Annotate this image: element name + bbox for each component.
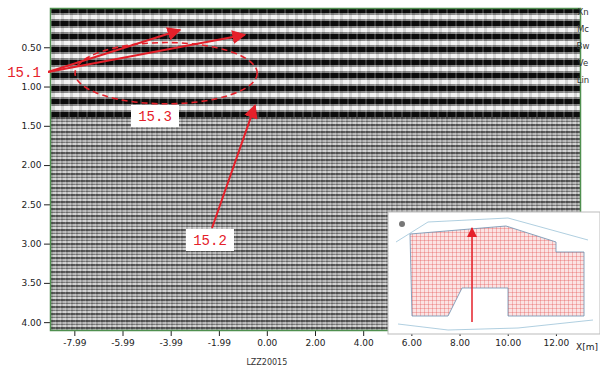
svg-text:2.50: 2.50 [21,200,41,210]
svg-text:-3.99: -3.99 [160,338,184,348]
svg-text:1.00: 1.00 [21,82,41,92]
svg-text:-1.99: -1.99 [208,338,232,348]
svg-text:10.00: 10.00 [495,338,521,348]
svg-text:2.00: 2.00 [305,338,325,348]
svg-text:6.00: 6.00 [402,338,422,348]
svg-text:Lin: Lin [577,75,589,85]
svg-text:0.00: 0.00 [257,338,277,348]
svg-text:2.00: 2.00 [21,160,41,170]
svg-text:8.00: 8.00 [450,338,470,348]
svg-text:Ve: Ve [578,58,588,68]
svg-text:1.50: 1.50 [21,121,41,131]
svg-text:12.00: 12.00 [544,338,570,348]
svg-text:LZZ20015: LZZ20015 [246,358,287,367]
svg-text:-7.99: -7.99 [63,338,87,348]
svg-text:0.50: 0.50 [21,43,41,53]
svg-text:3.00: 3.00 [21,239,41,249]
svg-text:15.3: 15.3 [138,109,172,125]
svg-text:Xn: Xn [577,7,588,17]
svg-text:4.00: 4.00 [354,338,374,348]
svg-text:-5.99: -5.99 [111,338,135,348]
svg-text:4.00: 4.00 [21,318,41,328]
svg-text:Bw: Bw [577,41,590,51]
svg-text:15.2: 15.2 [193,233,227,249]
svg-text:Mc: Mc [577,24,589,34]
svg-text:X[m]: X[m] [576,342,598,352]
svg-text:3.50: 3.50 [21,278,41,288]
svg-text:15.1: 15.1 [7,65,41,81]
